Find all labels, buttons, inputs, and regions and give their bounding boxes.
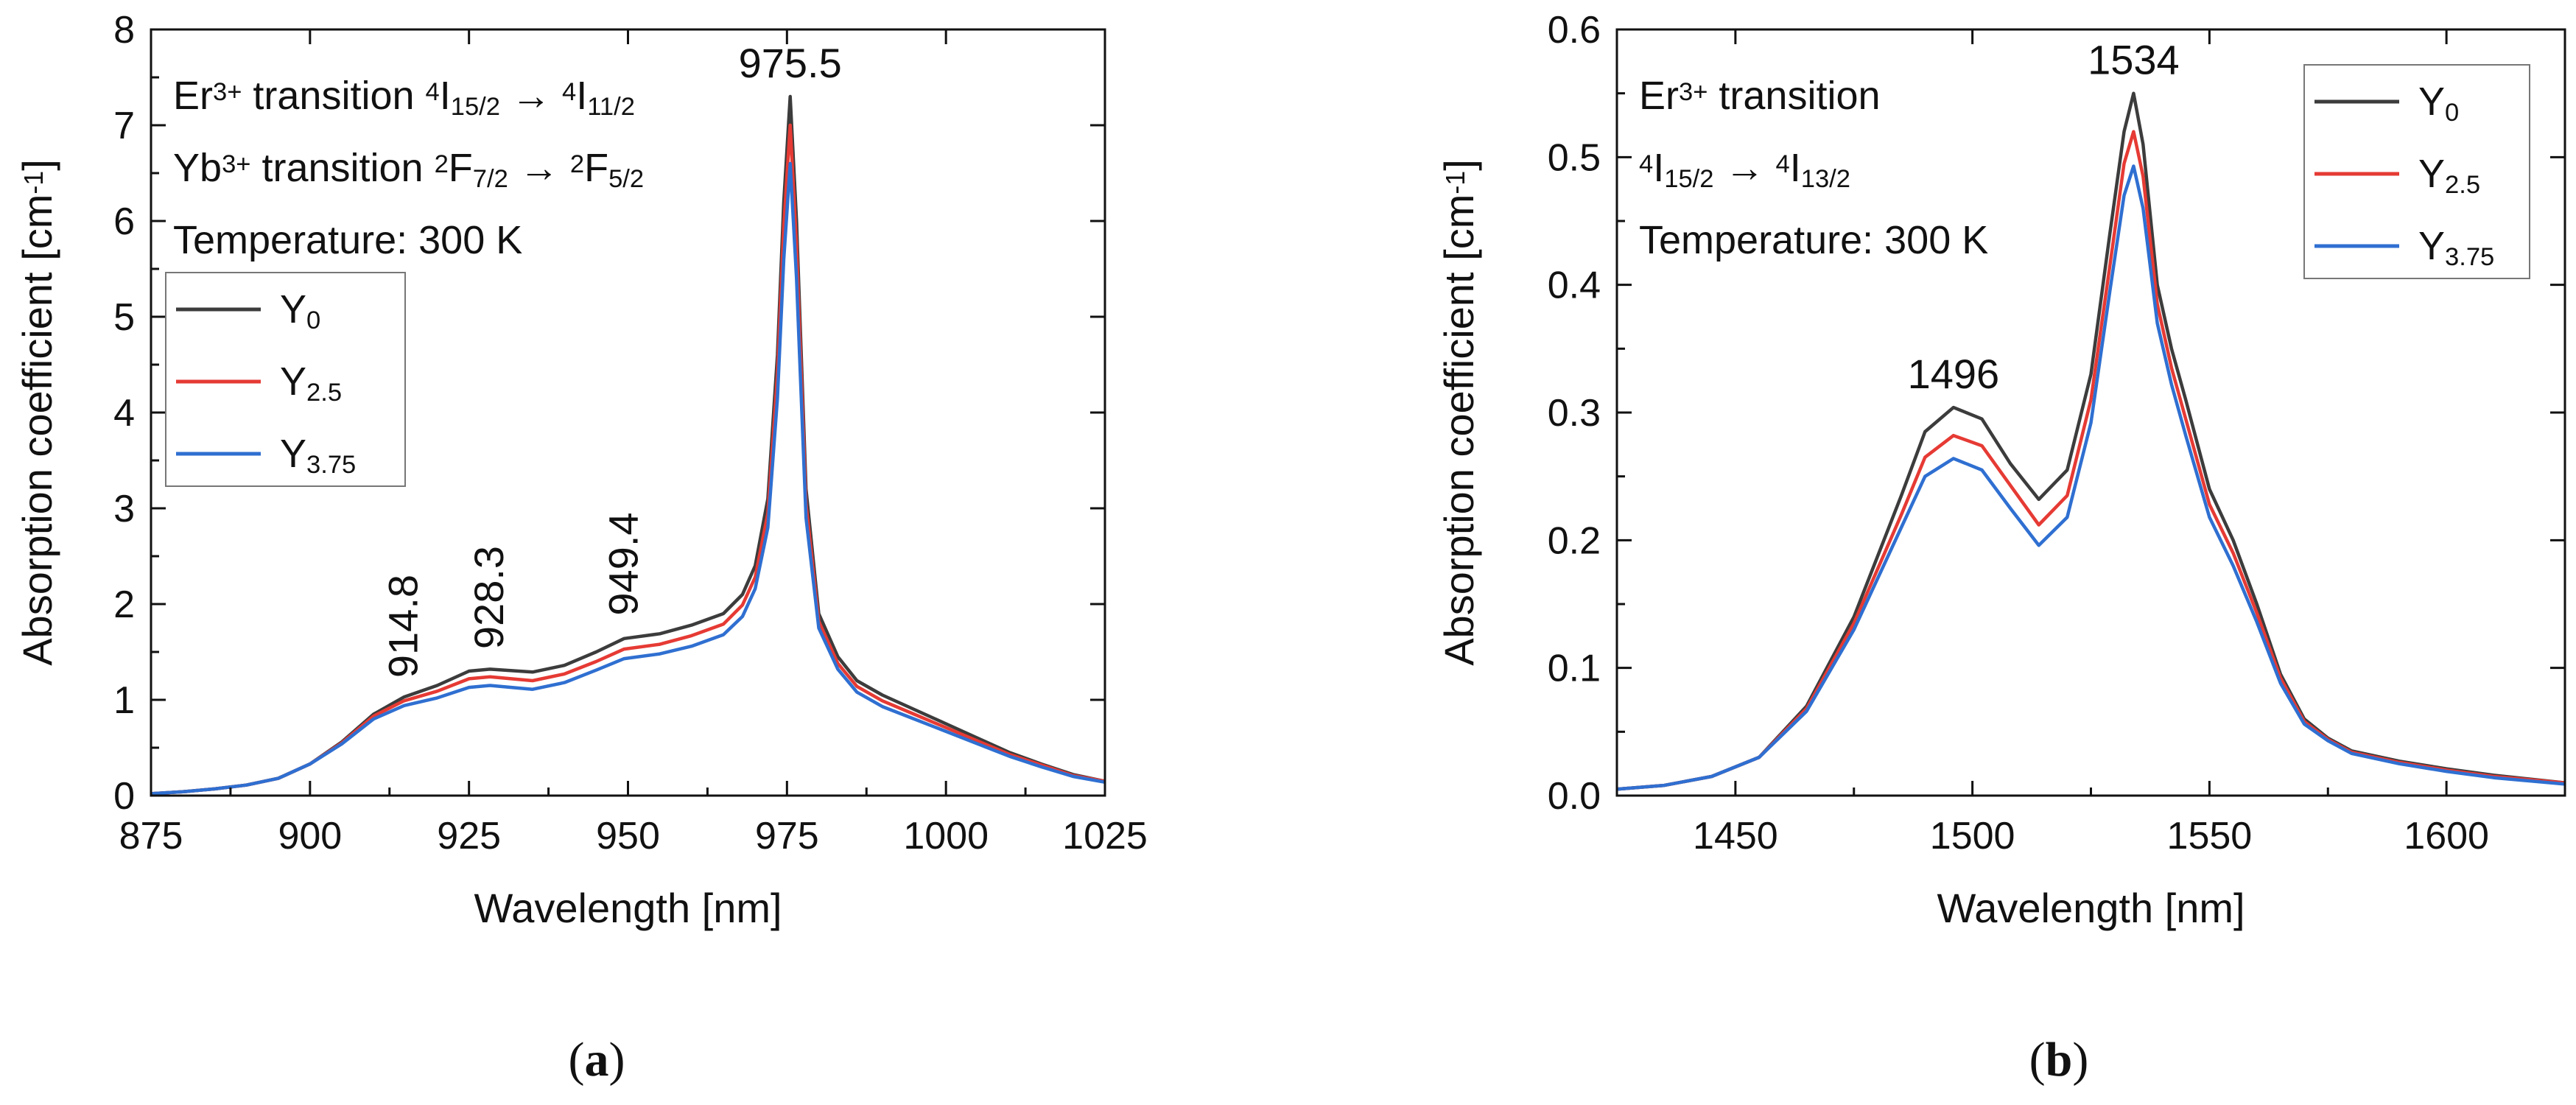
caption-a: (a) — [569, 1033, 625, 1087]
y-tick-label-a-2: 2 — [113, 583, 135, 626]
info-text-a-2: Temperature: 300 K — [173, 218, 522, 262]
y-axis-label-b: Absorption coefficient [cm-1] — [1436, 159, 1482, 666]
peak-label-a-1: 928.3 — [466, 546, 512, 649]
x-tick-label-a-2: 925 — [437, 815, 501, 857]
peak-label-b-1: 1534 — [2088, 37, 2180, 83]
y-tick-label-a-1: 1 — [113, 679, 135, 722]
y-tick-label-a-7: 7 — [113, 105, 135, 147]
x-tick-label-b-1: 1500 — [1930, 815, 2015, 857]
x-tick-label-a-0: 875 — [119, 815, 183, 857]
info-text-b-2: Temperature: 300 K — [1639, 218, 1988, 262]
x-tick-label-b-0: 1450 — [1693, 815, 1778, 857]
x-tick-label-a-5: 1000 — [903, 815, 989, 857]
series-line-a-2 — [151, 161, 1105, 796]
x-tick-label-b-3: 1600 — [2404, 815, 2489, 857]
y-tick-label-b-5: 0.5 — [1548, 136, 1601, 179]
y-tick-label-b-3: 0.3 — [1548, 392, 1601, 435]
x-axis-label-b: Wavelength [nm] — [1937, 885, 2245, 931]
info-text-a-0: Er3+ transition 4I15/2 → 4I11/2 — [173, 74, 635, 121]
y-tick-label-a-4: 4 — [113, 392, 135, 435]
legend-label-a-2: Y3.75 — [280, 432, 356, 479]
y-tick-label-b-0: 0.0 — [1548, 775, 1601, 818]
panel-a: 875 900 925 950 975 1000 1025 0 1 2 3 4 5 6 7 8 Waveleng… — [14, 9, 1148, 931]
y-tick-label-b-1: 0.1 — [1548, 648, 1601, 690]
y-tick-label-b-4: 0.4 — [1548, 264, 1601, 307]
series-line-b-2 — [1617, 164, 2565, 791]
y-tick-label-a-8: 8 — [113, 9, 135, 52]
caption-b: (b) — [2029, 1033, 2089, 1087]
y-tick-label-b-2: 0.2 — [1548, 519, 1601, 562]
peak-label-a-0: 914.8 — [380, 575, 427, 678]
x-tick-label-a-6: 1025 — [1062, 815, 1148, 857]
x-axis-label-a: Wavelength [nm] — [474, 885, 782, 931]
peak-label-a-3: 975.5 — [739, 40, 842, 86]
legend-label-b-0: Y0 — [2418, 80, 2459, 127]
caption-a-letter: a — [585, 1033, 609, 1087]
legend-label-a-0: Y0 — [280, 287, 320, 334]
y-tick-label-b-6: 0.6 — [1548, 9, 1601, 52]
info-text-b-1: 4I15/2 → 4I13/2 — [1639, 146, 1850, 193]
info-text-b-0: Er3+ transition — [1639, 74, 1881, 118]
x-tick-label-a-4: 975 — [755, 815, 819, 857]
legend-label-b-1: Y2.5 — [2418, 152, 2480, 199]
info-text-a-1: Yb3+ transition 2F7/2 → 2F5/2 — [173, 146, 644, 193]
y-tick-label-a-3: 3 — [113, 488, 135, 530]
peak-label-a-2: 949.4 — [600, 512, 646, 615]
peak-label-b-0: 1496 — [1908, 351, 2000, 397]
x-tick-label-a-3: 950 — [596, 815, 660, 857]
y-tick-label-a-5: 5 — [113, 296, 135, 339]
y-tick-label-a-0: 0 — [113, 775, 135, 818]
y-axis-label-a: Absorption coefficient [cm-1] — [14, 159, 60, 666]
legend-label-b-2: Y3.75 — [2418, 224, 2494, 271]
x-tick-label-b-2: 1550 — [2167, 815, 2253, 857]
caption-b-letter: b — [2046, 1033, 2073, 1087]
y-tick-label-a-6: 6 — [113, 200, 135, 243]
x-tick-label-a-1: 900 — [278, 815, 342, 857]
panel-b: 1450 1500 1550 1600 0.0 0.1 0.2 0.3 0.4 0.5 0.6 Wav… — [1436, 9, 2566, 931]
legend-label-a-1: Y2.5 — [280, 359, 342, 407]
